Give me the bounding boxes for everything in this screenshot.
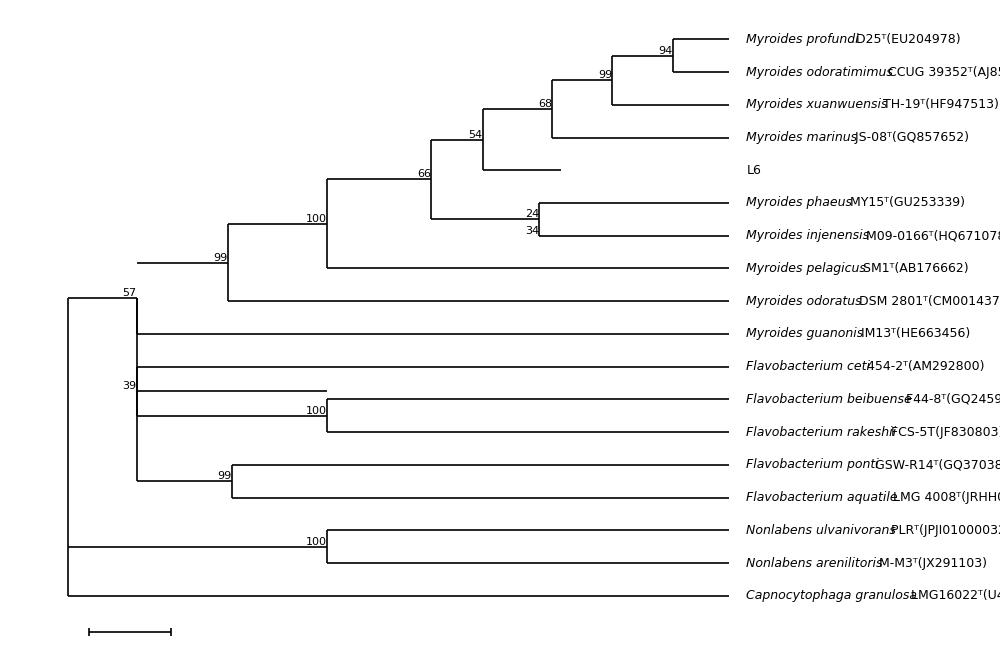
Text: MY15ᵀ(GU253339): MY15ᵀ(GU253339) [846,197,965,209]
Text: Flavobacterium ceti: Flavobacterium ceti [746,360,870,373]
Text: CCUG 39352ᵀ(AJ854059): CCUG 39352ᵀ(AJ854059) [884,66,1000,78]
Text: FCS-5T(JF830803): FCS-5T(JF830803) [887,426,1000,439]
Text: F44-8ᵀ(GQ245972): F44-8ᵀ(GQ245972) [902,393,1000,406]
Text: DSM 2801ᵀ(CM001437): DSM 2801ᵀ(CM001437) [855,295,1000,308]
Text: 68: 68 [538,99,552,109]
Text: M09-0166ᵀ(HQ671078): M09-0166ᵀ(HQ671078) [862,229,1000,242]
Text: Flavobacterium beibuense: Flavobacterium beibuense [746,393,912,406]
Text: M-M3ᵀ(JX291103): M-M3ᵀ(JX291103) [875,557,987,570]
Text: Myroides injenensis: Myroides injenensis [746,229,870,242]
Text: IM13ᵀ(HE663456): IM13ᵀ(HE663456) [857,328,970,340]
Text: 94: 94 [659,45,673,56]
Text: LMG16022ᵀ(U41347): LMG16022ᵀ(U41347) [907,590,1000,602]
Text: 54: 54 [469,130,483,139]
Text: GSW-R14ᵀ(GQ370387): GSW-R14ᵀ(GQ370387) [871,459,1000,471]
Text: 24: 24 [525,209,539,219]
Text: Myroides xuanwuensis: Myroides xuanwuensis [746,98,888,111]
Text: Capnocytophaga granulosa: Capnocytophaga granulosa [746,590,917,602]
Text: 39: 39 [123,381,137,392]
Text: 57: 57 [123,288,137,298]
Text: 66: 66 [417,170,431,180]
Text: Myroides phaeus: Myroides phaeus [746,197,852,209]
Text: 99: 99 [598,70,612,80]
Text: Myroides profundi: Myroides profundi [746,33,859,46]
Text: TH-19ᵀ(HF947513): TH-19ᵀ(HF947513) [879,98,999,111]
Text: LMG 4008ᵀ(JRHH01000003): LMG 4008ᵀ(JRHH01000003) [889,491,1000,504]
Text: Myroides odoratus: Myroides odoratus [746,295,862,308]
Text: D25ᵀ(EU204978): D25ᵀ(EU204978) [852,33,961,46]
Text: Nonlabens ulvanivorans: Nonlabens ulvanivorans [746,524,896,537]
Text: PLRᵀ(JPJI01000032): PLRᵀ(JPJI01000032) [887,524,1000,537]
Text: 100: 100 [306,406,327,416]
Text: SM1ᵀ(AB176662): SM1ᵀ(AB176662) [859,262,969,275]
Text: L6: L6 [746,164,761,177]
Text: 454-2ᵀ(AM292800): 454-2ᵀ(AM292800) [863,360,984,373]
Text: Myroides odoratimimus: Myroides odoratimimus [746,66,893,78]
Text: Flavobacterium aquatile: Flavobacterium aquatile [746,491,898,504]
Text: 99: 99 [213,253,228,263]
Text: JS-08ᵀ(GQ857652): JS-08ᵀ(GQ857652) [851,131,969,144]
Text: Myroides guanonis: Myroides guanonis [746,328,864,340]
Text: Myroides marinus: Myroides marinus [746,131,858,144]
Text: 34: 34 [525,226,539,236]
Text: Myroides pelagicus: Myroides pelagicus [746,262,866,275]
Text: 100: 100 [306,537,327,547]
Text: Flavobacterium rakeshii: Flavobacterium rakeshii [746,426,897,439]
Text: 99: 99 [218,471,232,481]
Text: Flavobacterium ponti: Flavobacterium ponti [746,459,879,471]
Text: Nonlabens arenilitoris: Nonlabens arenilitoris [746,557,883,570]
Text: 100: 100 [306,214,327,224]
